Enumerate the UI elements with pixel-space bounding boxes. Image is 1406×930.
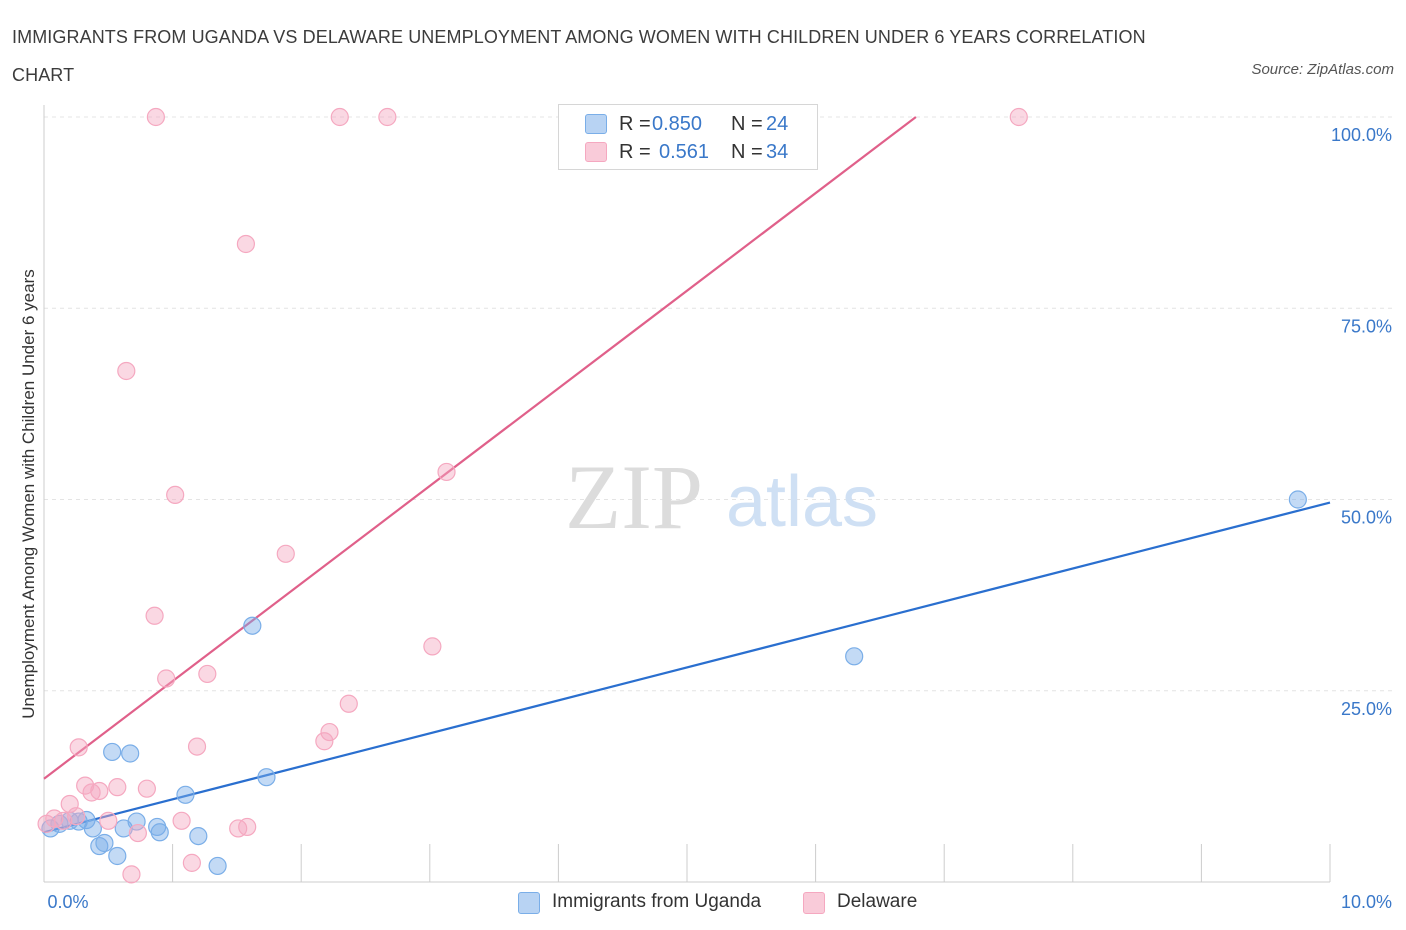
legend-row-uganda: R = 0.850 N = 24 xyxy=(559,111,817,139)
uganda-point xyxy=(257,768,276,787)
uganda-point xyxy=(243,616,262,635)
delaware-swatch xyxy=(585,142,607,162)
delaware-point xyxy=(128,823,147,843)
delaware-point xyxy=(236,234,256,254)
delaware-point xyxy=(238,817,257,837)
delaware-point xyxy=(339,694,358,713)
uganda-point xyxy=(95,833,114,853)
delaware-point xyxy=(172,811,191,830)
grid-layer xyxy=(44,116,1392,692)
delaware-legend-label: Delaware xyxy=(837,891,918,912)
delaware-point xyxy=(122,865,141,884)
r-label: R = xyxy=(619,141,657,163)
uganda-point xyxy=(108,846,127,866)
delaware-point xyxy=(330,107,349,127)
delaware-point xyxy=(157,669,176,688)
watermark-zip: ZIP xyxy=(565,446,703,548)
y-tick-label: 25.0% xyxy=(1341,699,1392,719)
delaware-point xyxy=(378,107,397,127)
n-label: N = xyxy=(731,113,769,135)
r-value: 0.850 xyxy=(652,113,703,135)
correlation-legend: R = 0.850 N = 24 R = 0.561 N = 34 xyxy=(558,104,818,170)
uganda-point xyxy=(845,647,864,666)
y-tick-label: 50.0% xyxy=(1341,508,1392,528)
delaware-point xyxy=(146,107,165,127)
n-label: N = xyxy=(731,141,769,163)
uganda-point xyxy=(150,823,169,842)
x-tick-label: 10.0% xyxy=(1341,892,1392,912)
delaware-point xyxy=(229,819,248,838)
uganda-point xyxy=(1288,490,1307,509)
delaware-point xyxy=(187,737,207,756)
delaware-point xyxy=(76,776,95,795)
delaware-point xyxy=(320,722,339,742)
delaware-point xyxy=(90,781,109,801)
delaware-point xyxy=(182,853,201,872)
delaware-point xyxy=(82,783,101,802)
uganda-point xyxy=(121,744,140,763)
delaware-point xyxy=(423,637,442,656)
y-tick-label: 100.0% xyxy=(1331,125,1392,145)
delaware-point xyxy=(315,732,334,751)
legend-row-delaware: R = 0.561 N = 34 xyxy=(559,139,817,167)
delaware-point xyxy=(117,361,136,381)
delaware-legend-swatch xyxy=(803,892,825,914)
uganda-point xyxy=(208,856,227,876)
delaware-point xyxy=(166,485,185,505)
delaware-point xyxy=(108,778,127,797)
axis-layer: 25.0% 50.0% 75.0% 100.0% 0.0% 10.0% xyxy=(43,105,1392,912)
delaware-point xyxy=(145,606,164,625)
delaware-point xyxy=(137,779,156,798)
n-value: 24 xyxy=(766,113,789,135)
uganda-legend-swatch xyxy=(518,892,540,914)
uganda-point xyxy=(83,819,102,838)
uganda-swatch xyxy=(585,114,607,134)
delaware-point xyxy=(276,544,295,563)
uganda-point xyxy=(189,826,208,846)
uganda-legend-label: Immigrants from Uganda xyxy=(552,891,762,912)
delaware-point xyxy=(1009,107,1028,127)
uganda-point xyxy=(90,836,109,856)
r-label: R = xyxy=(619,113,657,135)
delaware-point xyxy=(67,807,86,826)
watermark-atlas: atlas xyxy=(726,462,878,542)
r-value: 0.561 xyxy=(659,141,710,163)
points-layer xyxy=(37,107,1307,884)
uganda-point xyxy=(176,785,195,804)
delaware-trend-line xyxy=(43,116,917,780)
n-value: 34 xyxy=(766,141,789,163)
delaware-point xyxy=(99,811,118,830)
uganda-point xyxy=(103,742,122,762)
watermark: ZIP atlas xyxy=(565,446,878,548)
y-axis-label: Unemployment Among Women with Children U… xyxy=(19,269,38,718)
y-tick-label: 75.0% xyxy=(1341,316,1392,336)
source-label: Source: ZipAtlas.com xyxy=(1251,61,1394,78)
uganda-trend-line xyxy=(43,501,1331,834)
delaware-point xyxy=(69,738,88,757)
delaware-point xyxy=(198,664,217,684)
delaware-point xyxy=(437,462,456,482)
uganda-point xyxy=(127,812,146,831)
chart-title: IMMIGRANTS FROM UGANDA VS DELAWARE UNEMP… xyxy=(12,27,1146,85)
x-tick-label: 0.0% xyxy=(47,892,88,912)
